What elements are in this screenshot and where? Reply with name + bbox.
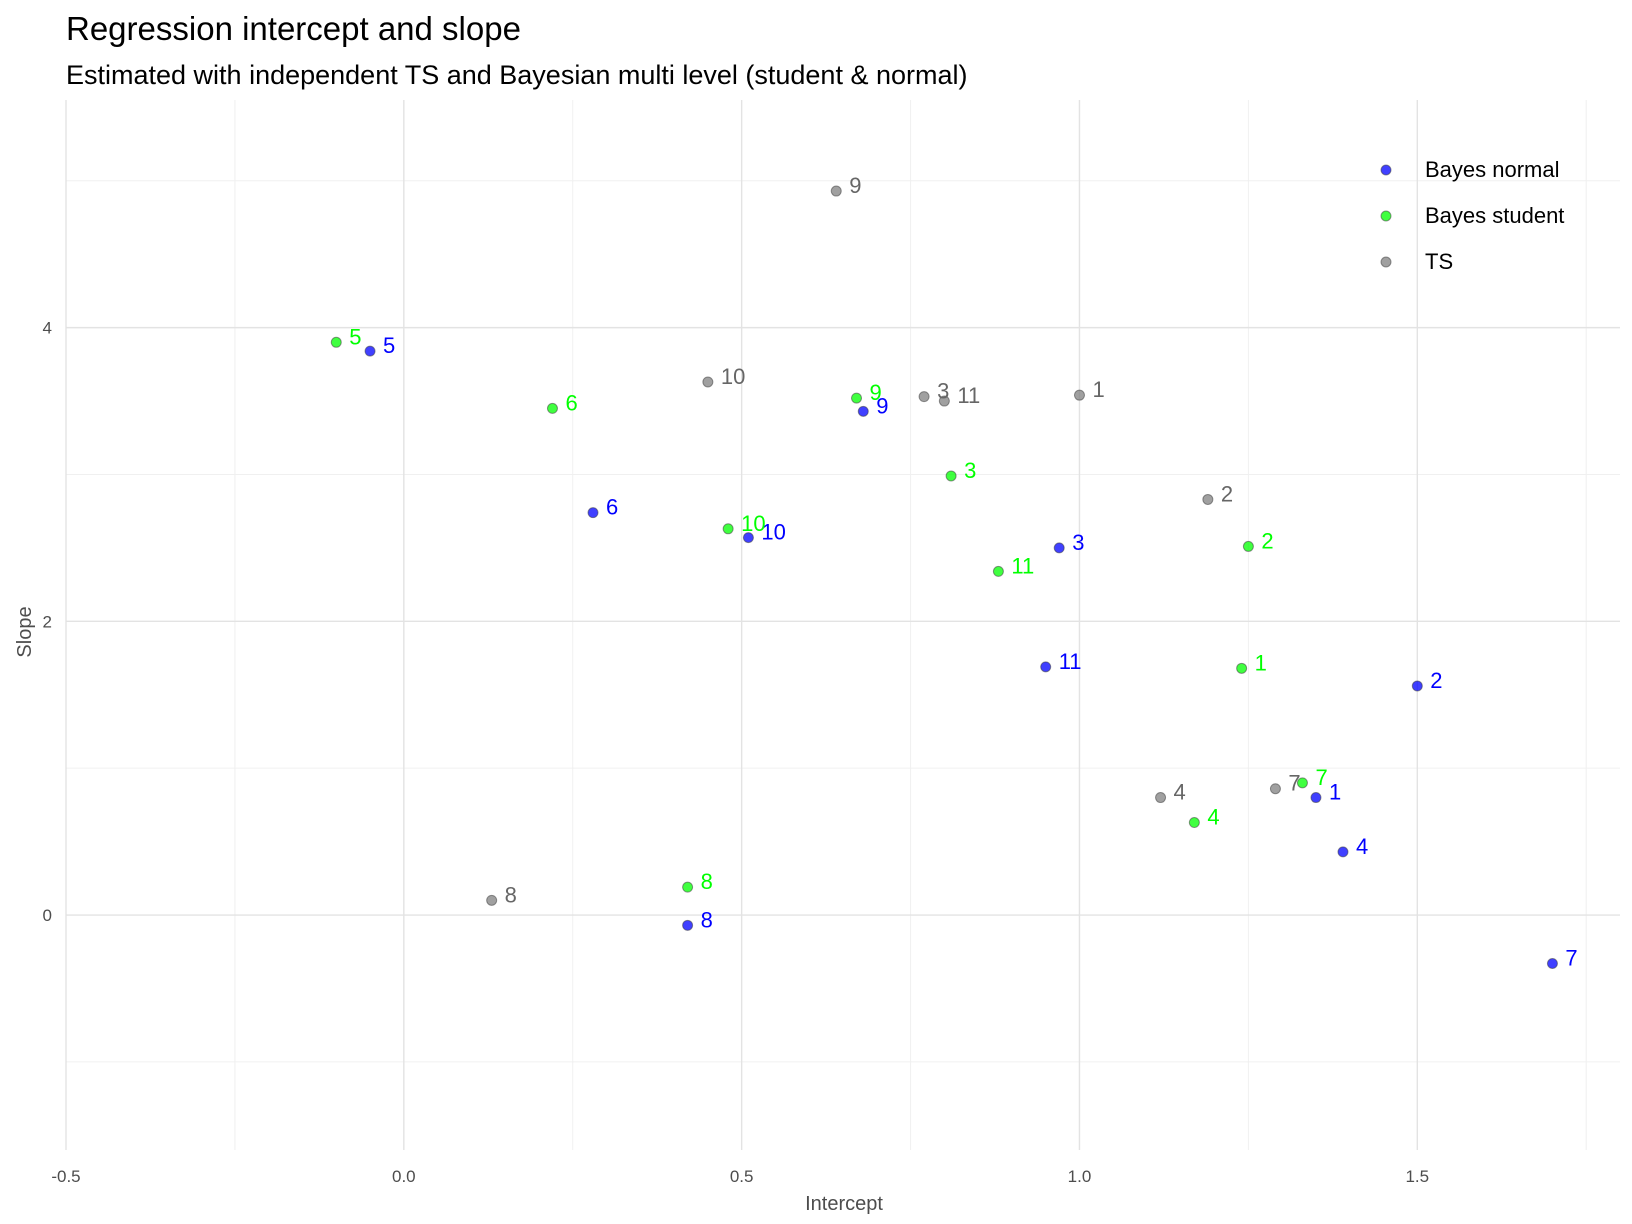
data-point bbox=[1411, 680, 1423, 692]
point-label: 10 bbox=[761, 520, 785, 545]
x-tick-label: 0.5 bbox=[730, 1167, 754, 1186]
data-points bbox=[330, 185, 1558, 969]
data-point bbox=[938, 395, 950, 407]
point-label: 3 bbox=[937, 379, 949, 404]
point-label: 2 bbox=[1261, 528, 1273, 553]
point-label: 10 bbox=[741, 511, 765, 536]
point-label: 5 bbox=[349, 324, 361, 349]
data-point bbox=[857, 405, 869, 417]
point-label: 9 bbox=[876, 393, 888, 418]
point-label: 2 bbox=[1430, 668, 1442, 693]
point-label: 1 bbox=[1255, 650, 1267, 675]
point-label: 7 bbox=[1288, 771, 1300, 796]
data-point bbox=[992, 565, 1004, 577]
data-point bbox=[918, 391, 930, 403]
data-point bbox=[364, 345, 376, 357]
data-point bbox=[1296, 777, 1308, 789]
point-label: 3 bbox=[1072, 530, 1084, 555]
data-point bbox=[486, 894, 498, 906]
data-point bbox=[682, 881, 694, 893]
legend-label: Bayes student bbox=[1425, 203, 1564, 228]
legend-key bbox=[1380, 256, 1392, 268]
point-label: 9 bbox=[870, 380, 882, 405]
point-label: 6 bbox=[565, 390, 577, 415]
x-tick-label: 1.0 bbox=[1068, 1167, 1092, 1186]
data-point bbox=[546, 402, 558, 414]
legend-key bbox=[1380, 164, 1392, 176]
point-label: 4 bbox=[1356, 834, 1368, 859]
data-point bbox=[1040, 661, 1052, 673]
point-label: 1 bbox=[1329, 780, 1341, 805]
y-axis-title: Slope bbox=[14, 606, 36, 657]
point-label: 8 bbox=[701, 907, 713, 932]
data-point bbox=[702, 376, 714, 388]
point-label: 8 bbox=[505, 882, 517, 907]
data-point bbox=[1546, 957, 1558, 969]
data-point bbox=[742, 532, 754, 544]
x-tick-label: 1.5 bbox=[1405, 1167, 1429, 1186]
major-gridlines bbox=[65, 100, 1620, 1150]
x-axis-ticks: -0.5 0.0 0.5 1.0 1.5 bbox=[51, 1167, 1429, 1186]
point-label: 6 bbox=[606, 495, 618, 520]
data-point bbox=[1202, 493, 1214, 505]
data-point bbox=[1242, 540, 1254, 552]
point-label: 5 bbox=[383, 333, 395, 358]
chart-subtitle: Estimated with independent TS and Bayesi… bbox=[66, 60, 967, 90]
data-point bbox=[587, 507, 599, 519]
minor-gridlines bbox=[66, 100, 1620, 1150]
point-label: 2 bbox=[1221, 481, 1233, 506]
x-tick-label: -0.5 bbox=[51, 1167, 80, 1186]
chart-title: Regression intercept and slope bbox=[66, 10, 521, 47]
point-label: 7 bbox=[1565, 945, 1577, 970]
y-tick-label: 2 bbox=[43, 612, 52, 631]
legend-label: Bayes normal bbox=[1425, 157, 1560, 182]
data-point bbox=[1188, 817, 1200, 829]
data-point bbox=[330, 336, 342, 348]
data-point bbox=[851, 392, 863, 404]
data-point bbox=[1337, 846, 1349, 858]
point-label: 10 bbox=[721, 364, 745, 389]
data-point bbox=[682, 919, 694, 931]
data-point bbox=[1236, 662, 1248, 674]
point-label: 8 bbox=[701, 869, 713, 894]
point-label: 4 bbox=[1174, 780, 1186, 805]
point-label: 11 bbox=[1059, 649, 1082, 674]
data-point bbox=[830, 185, 842, 197]
y-tick-label: 4 bbox=[43, 319, 52, 338]
legend: Bayes normal Bayes student TS bbox=[1380, 157, 1564, 274]
x-tick-label: 0.0 bbox=[392, 1167, 416, 1186]
data-point bbox=[722, 523, 734, 535]
data-point bbox=[1310, 792, 1322, 804]
data-point bbox=[1155, 792, 1167, 804]
point-label: 11 bbox=[957, 383, 980, 408]
point-label: 7 bbox=[1315, 765, 1327, 790]
point-label: 9 bbox=[849, 173, 861, 198]
legend-key bbox=[1380, 210, 1392, 222]
data-point bbox=[1073, 389, 1085, 401]
data-point bbox=[1053, 542, 1065, 554]
y-tick-label: 0 bbox=[43, 906, 52, 925]
legend-label: TS bbox=[1425, 249, 1453, 274]
point-label: 4 bbox=[1207, 805, 1219, 830]
x-axis-title: Intercept bbox=[805, 1193, 883, 1215]
point-label: 3 bbox=[964, 458, 976, 483]
point-label: 11 bbox=[1011, 553, 1034, 578]
y-axis-ticks: 0 2 4 bbox=[43, 319, 52, 925]
point-label: 1 bbox=[1092, 377, 1104, 402]
data-point bbox=[945, 470, 957, 482]
data-point bbox=[1269, 783, 1281, 795]
